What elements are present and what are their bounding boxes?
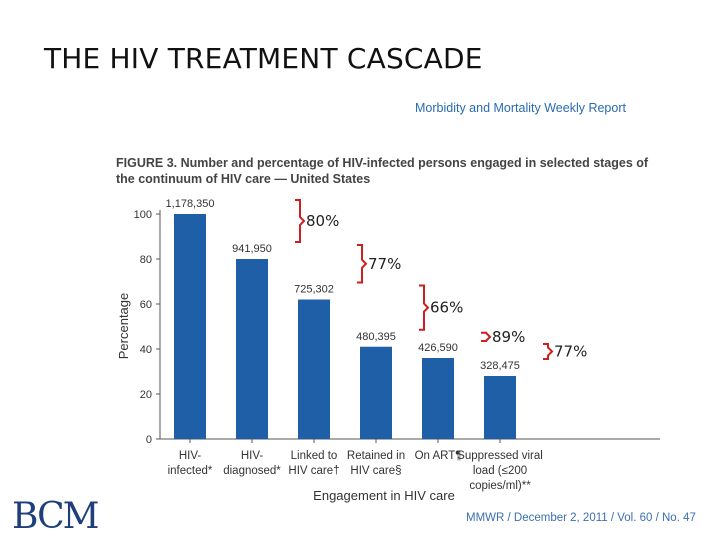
bcm-logo: BCM [12,496,100,537]
bar [298,299,330,439]
annotation-label: 89% [492,328,525,346]
x-tick-label: HIV care§ [350,465,401,477]
x-tick-label: Linked to [291,450,338,462]
annotation-label: 80% [306,212,339,230]
bar [484,376,516,439]
data-label: 941,950 [232,243,272,255]
x-tick-label: On ART¶ [415,450,462,462]
annotation-bracket [295,199,306,243]
x-tick-label: copies/ml)** [469,480,531,492]
x-tick-label: infected* [168,465,213,477]
x-tick-label: HIV- [179,450,202,462]
citation: MMWR / December 2, 2011 / Vol. 60 / No. … [466,512,696,524]
data-label: 1,178,350 [166,198,215,210]
x-axis-label: Engagement in HIV care [313,488,455,503]
y-tick-label: 40 [140,344,152,356]
annotation-bracket [419,284,430,331]
bar [360,346,392,439]
annotation-label: 77% [368,255,401,273]
x-tick-label: HIV care† [288,465,339,477]
source-journal: Morbidity and Mortality Weekly Report [415,101,626,115]
y-tick-label: 100 [134,209,152,221]
data-label: 426,590 [418,342,458,354]
y-tick-label: 20 [140,389,152,401]
y-axis-label: Percentage [116,293,131,360]
y-tick-label: 0 [146,434,152,446]
y-tick-label: 80 [140,254,152,266]
annotation-bracket [357,244,368,284]
x-tick-label: Retained in [347,450,405,462]
annotation-bracket [543,343,554,360]
data-label: 725,302 [294,284,334,296]
x-tick-label: load (≤200 [473,465,527,477]
annotation-bracket [481,331,492,342]
y-tick-label: 60 [140,299,152,311]
x-tick-label: HIV- [241,450,264,462]
data-label: 480,395 [356,331,396,343]
annotation-label: 66% [430,299,463,317]
x-tick-label: diagnosed* [223,465,281,477]
bar [422,358,454,439]
annotation-label: 77% [554,343,587,361]
x-tick-label: Suppressed viral [457,450,543,462]
figure-title: FIGURE 3. Number and percentage of HIV-i… [116,156,649,186]
slide-title: THE HIV TREATMENT CASCADE [44,42,483,75]
data-label: 328,475 [480,360,520,372]
bar [236,259,268,439]
bar [174,214,206,439]
